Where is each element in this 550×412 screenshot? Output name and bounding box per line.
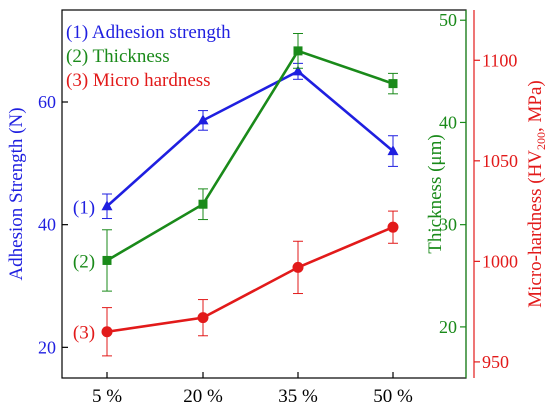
data-point — [293, 46, 303, 56]
series-line — [106, 69, 394, 208]
series-tag: (1) — [73, 197, 95, 218]
hardness-tick-label: 950 — [482, 352, 509, 372]
hardness-axis: 950 1000 1050 1100 — [474, 50, 518, 372]
series-3: (3) — [73, 210, 399, 357]
data-point — [197, 114, 209, 125]
legend: (1) Adhesion strength (2) Thickness (3) Mi… — [66, 22, 231, 91]
hardness-tick-label: 1000 — [482, 251, 518, 271]
x-tick-label: 50 % — [373, 386, 413, 407]
adhesion-tick-label: 40 — [38, 215, 56, 235]
data-point — [197, 312, 209, 324]
thickness-tick-label: 30 — [439, 215, 457, 235]
hardness-axis-label: Micro-hardness (HV200, MPa) — [525, 80, 548, 308]
thickness-tick-label: 50 — [439, 10, 457, 30]
data-point — [388, 79, 398, 89]
legend-entry: (2) Thickness — [66, 46, 170, 67]
adhesion-axis: 20 40 60 — [38, 92, 68, 357]
series-line — [106, 49, 394, 262]
data-point — [387, 221, 399, 233]
series-1: (1) — [73, 62, 399, 220]
data-point — [101, 200, 113, 211]
legend-entry: (1) Adhesion strength — [66, 22, 231, 43]
thickness-tick-label: 20 — [439, 317, 457, 337]
hardness-tick-label: 1050 — [482, 151, 518, 171]
data-point — [387, 145, 399, 156]
data-point — [102, 255, 112, 265]
series-line — [106, 225, 394, 334]
data-point — [292, 65, 304, 76]
x-tick-label: 20 % — [183, 386, 223, 407]
plot-frame — [61, 9, 475, 379]
thickness-tick-label: 40 — [439, 112, 457, 132]
x-tick-label: 35 % — [278, 386, 318, 407]
series-2: (2) — [73, 33, 398, 292]
thickness-axis-label: Thickness (μm) — [425, 134, 446, 253]
x-tick-label: 5 % — [92, 386, 122, 407]
adhesion-tick-label: 60 — [38, 92, 56, 112]
data-point — [292, 261, 304, 273]
series-tag: (2) — [73, 251, 95, 272]
x-axis: 5 % 20 % 35 % 50 % — [92, 372, 413, 407]
hardness-axis-label-main: Micro-hardness (HV — [525, 150, 546, 308]
thickness-axis: 20 30 40 50 — [439, 10, 466, 337]
hardness-axis-label-subscript: 200 — [534, 132, 548, 150]
series-tag: (3) — [73, 323, 95, 344]
hardness-tick-label: 1100 — [482, 50, 517, 70]
legend-entry: (3) Micro hardness — [66, 70, 211, 91]
series-layer: (1) (2) (3) — [73, 33, 399, 357]
hardness-axis-label-end: , MPa) — [525, 80, 546, 132]
data-point — [198, 199, 208, 209]
adhesion-axis-label: Adhesion Strength (N) — [6, 107, 27, 280]
data-point — [101, 326, 113, 338]
adhesion-tick-label: 20 — [38, 337, 56, 357]
